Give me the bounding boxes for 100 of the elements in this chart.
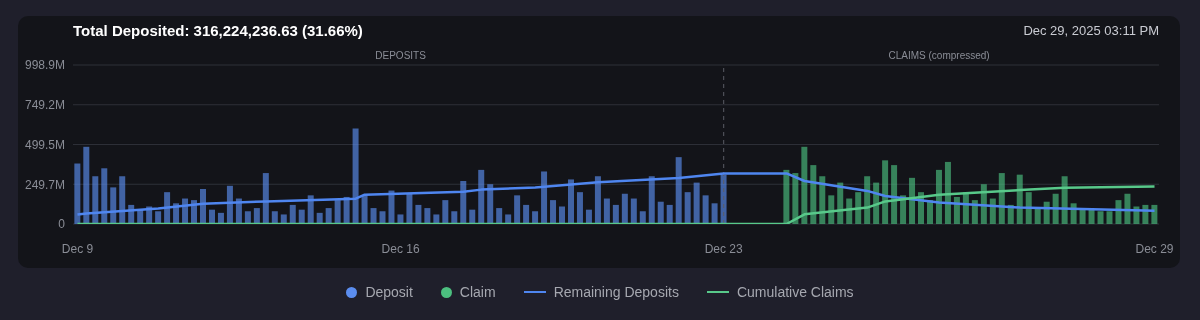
legend-label: Cumulative Claims <box>736 284 854 300</box>
bar <box>998 173 1005 224</box>
bar <box>783 169 790 224</box>
bar <box>74 163 81 224</box>
bar <box>244 211 251 224</box>
y-tick-label: 998.9M <box>24 58 65 73</box>
bar <box>828 195 835 224</box>
bar <box>388 190 395 224</box>
bar <box>262 173 269 224</box>
bar <box>433 214 440 224</box>
bar <box>702 195 709 224</box>
chart-title: Total Deposited: 316,224,236.63 (31.66%) <box>73 22 363 39</box>
bar <box>864 176 871 224</box>
bar <box>280 214 287 224</box>
bar <box>1124 193 1131 224</box>
x-tick-label: Dec 23 <box>704 241 744 256</box>
bar <box>1106 211 1113 224</box>
bar <box>909 177 916 224</box>
bar <box>541 171 548 224</box>
y-tick-label: 0 <box>58 217 66 232</box>
bar <box>325 208 332 224</box>
x-tick-label: Dec 16 <box>381 241 420 256</box>
text: DEPOSITS <box>374 50 427 61</box>
bar <box>559 206 566 224</box>
bar <box>1034 208 1041 224</box>
bar <box>1151 204 1158 224</box>
bar <box>532 211 539 224</box>
text: CLAIMS (compressed) <box>887 50 991 61</box>
bar <box>576 192 583 224</box>
bar <box>496 208 503 224</box>
bar <box>585 209 592 224</box>
bar <box>801 146 808 224</box>
bar <box>155 211 162 224</box>
bar <box>594 176 601 224</box>
bar <box>639 211 646 224</box>
bar <box>397 214 404 224</box>
bar <box>442 200 449 224</box>
bar <box>935 169 942 224</box>
bar <box>684 192 691 224</box>
bar <box>478 169 485 224</box>
bar <box>882 160 889 224</box>
bar <box>944 161 951 224</box>
bar <box>1097 211 1104 224</box>
bar <box>567 179 574 224</box>
bar <box>1052 193 1059 224</box>
bar <box>1070 203 1077 224</box>
bar <box>226 185 233 224</box>
y-tick-label: 499.5M <box>24 137 65 152</box>
bar <box>550 200 557 224</box>
bar <box>648 176 655 224</box>
line-series <box>76 172 1156 216</box>
bar <box>523 204 530 224</box>
y-tick-label: 249.7M <box>24 177 65 192</box>
bar <box>352 128 359 224</box>
bar <box>891 165 898 224</box>
bar <box>110 187 117 224</box>
bar <box>1025 192 1032 224</box>
bar <box>666 204 673 224</box>
bar <box>316 212 323 224</box>
bar <box>630 198 637 224</box>
x-tick-label: Dec 29 <box>1135 241 1174 256</box>
bar <box>505 214 512 224</box>
bar <box>855 192 862 224</box>
bar <box>406 193 413 224</box>
bar <box>101 168 108 224</box>
bar <box>1115 200 1122 224</box>
bar <box>1088 209 1095 224</box>
bar <box>271 211 278 224</box>
y-tick-label: 749.2M <box>24 98 65 113</box>
bar <box>657 201 664 224</box>
bar <box>451 211 458 224</box>
bar <box>83 146 90 224</box>
bar <box>810 165 817 224</box>
bar <box>675 157 682 224</box>
bar <box>361 195 368 224</box>
x-tick-label: Dec 9 <box>61 241 94 256</box>
bar <box>298 209 305 224</box>
bar <box>217 212 224 224</box>
bar <box>989 198 996 224</box>
bar <box>693 182 700 224</box>
bar <box>711 203 718 224</box>
text: Dec 29, 2025 03:11 PM <box>1023 23 1159 38</box>
bar <box>379 211 386 224</box>
bar <box>487 184 494 224</box>
bar <box>621 193 628 224</box>
bar <box>92 176 99 224</box>
bar <box>469 209 476 224</box>
bar <box>370 208 377 224</box>
bar <box>415 204 422 224</box>
bar <box>612 204 619 224</box>
bar <box>289 204 296 224</box>
bar <box>307 195 314 224</box>
bar <box>208 209 215 224</box>
legend-label: Deposit <box>365 284 413 300</box>
bar <box>119 176 126 224</box>
bar <box>334 200 341 224</box>
legend-label: Remaining Deposits <box>553 284 679 300</box>
legend-label: Claim <box>459 284 496 300</box>
line-series <box>76 185 1156 224</box>
bar <box>603 198 610 224</box>
